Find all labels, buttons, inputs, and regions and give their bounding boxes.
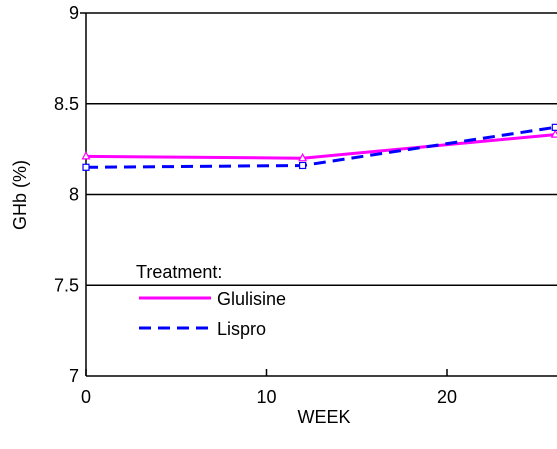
y-tick-label-7.5: 7.5 <box>54 275 79 295</box>
x-tick-label-10: 10 <box>256 387 276 407</box>
data-point-glulisine-1 <box>298 152 308 162</box>
data-point-glulisine-0 <box>81 151 91 160</box>
y-tick-label-8: 8 <box>69 185 79 205</box>
data-point-lispro-1 <box>299 161 307 170</box>
legend-label-glulisine: Glulisine <box>217 289 286 309</box>
x-tick-label-0: 0 <box>81 387 91 407</box>
legend-title: Treatment: <box>136 262 222 282</box>
legend-label-lispro: Lispro <box>217 319 266 339</box>
data-point-glulisine-2 <box>550 129 557 138</box>
y-tick-label-7: 7 <box>69 366 79 386</box>
y-tick-label-8.5: 8.5 <box>54 94 79 114</box>
y-tick-label-9: 9 <box>69 3 79 23</box>
data-point-lispro-0 <box>82 163 90 171</box>
x-axis-label: WEEK <box>297 407 350 427</box>
axes <box>80 12 557 377</box>
grid-lines <box>86 12 557 286</box>
legend: Treatment: Glulisine Lispro <box>136 262 286 339</box>
tick-labels: 7 7.5 8 8.5 9 0 10 20 <box>54 3 457 407</box>
y-axis-label: GHb (%) <box>10 160 30 230</box>
series-lines <box>81 123 557 171</box>
data-point-lispro-2 <box>551 123 557 131</box>
series-line-lispro <box>85 125 556 169</box>
x-tick-label-20: 20 <box>437 387 457 407</box>
